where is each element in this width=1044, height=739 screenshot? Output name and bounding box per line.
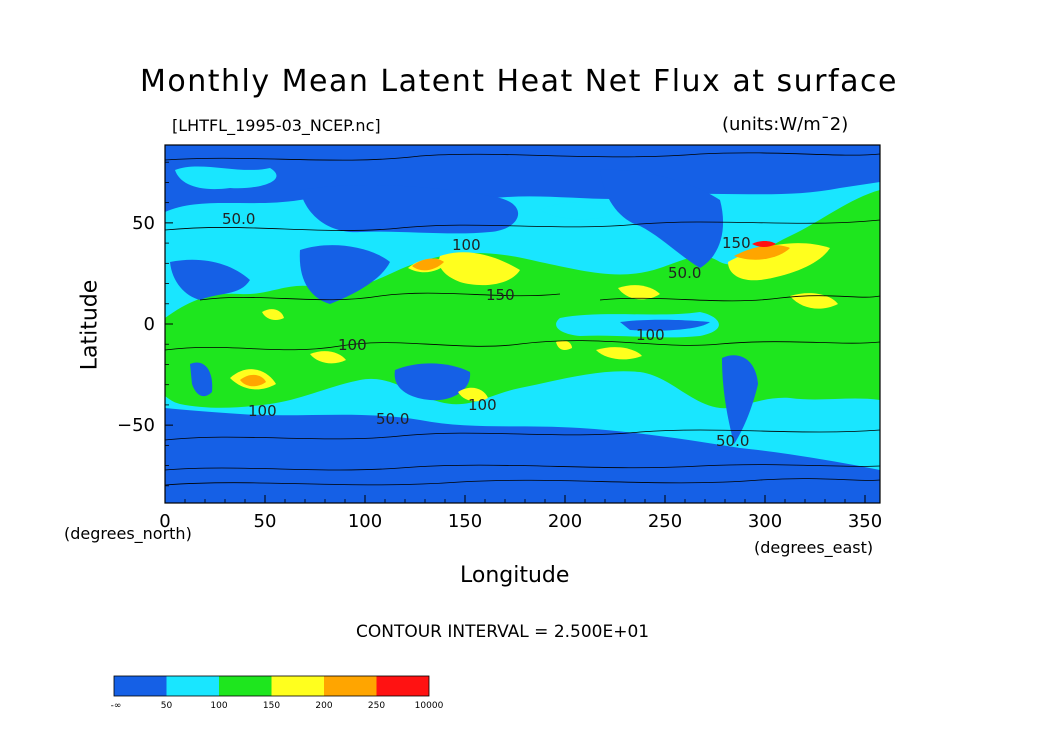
x-unit-label: (degrees_east) xyxy=(754,538,874,557)
field-peak-orange xyxy=(412,258,444,271)
field-max-yellow xyxy=(438,252,520,286)
field-max-yellow xyxy=(310,351,346,364)
x-tick-label: 250 xyxy=(648,511,682,532)
contour-labels: 50.0 100 150 100 100 150 100 100 50.0 50… xyxy=(222,210,751,450)
y-tick-label: 50 xyxy=(132,213,155,234)
field-land-africa xyxy=(170,259,250,300)
field-land-southamerica xyxy=(722,355,758,444)
colorbar: -∞ 50 100 150 200 250 10000 xyxy=(111,675,444,711)
file-label: [LHTFL_1995-03_NCEP.nc] xyxy=(172,116,381,135)
contour-label: 100 xyxy=(248,402,277,420)
units-label: (units:W/m¯2) xyxy=(722,114,849,135)
field-patch-cyan-north xyxy=(175,166,277,190)
field-peak-orange xyxy=(734,245,790,260)
x-tick-label: 100 xyxy=(348,511,382,532)
axis-ticks: 0 50 100 150 200 250 300 350 50 0 −50 xyxy=(117,161,882,532)
y-unit-label: (degrees_north) xyxy=(64,524,192,543)
x-axis-label: Longitude xyxy=(460,563,570,588)
contour-label: 100 xyxy=(468,396,497,414)
field-patch-cyan-north xyxy=(540,202,620,220)
field-land-eurasia xyxy=(300,184,519,234)
x-tick-label: 350 xyxy=(848,511,882,532)
heatmap-field xyxy=(165,145,880,503)
x-tick-label: 300 xyxy=(748,511,782,532)
field-max-yellow xyxy=(596,347,642,360)
colorbar-tick-label: 10000 xyxy=(415,701,444,711)
contour-label: 50.0 xyxy=(668,264,701,282)
field-land-namerica xyxy=(600,169,724,268)
contour-label: 50.0 xyxy=(716,432,749,450)
field-max-yellow xyxy=(556,340,572,350)
contour-label: 50.0 xyxy=(222,210,255,228)
y-tick-label: 0 xyxy=(144,314,155,335)
chart-title: Monthly Mean Latent Heat Net Flux at sur… xyxy=(140,64,898,99)
contour-label: 100 xyxy=(636,326,665,344)
x-tick-label: 50 xyxy=(254,511,277,532)
contour-label: 100 xyxy=(338,336,367,354)
field-peak-orange xyxy=(240,374,266,387)
contour-interval-label: CONTOUR INTERVAL = 2.500E+01 xyxy=(356,622,650,642)
field-max-yellow xyxy=(262,309,284,320)
x-tick-label: 150 xyxy=(448,511,482,532)
field-max-yellow xyxy=(618,285,660,300)
field-land-southafrica xyxy=(190,362,213,397)
contour-label: 150 xyxy=(722,234,751,252)
field-land-australia xyxy=(394,363,471,401)
colorbar-swatch xyxy=(324,676,377,696)
colorbar-swatch xyxy=(376,676,429,696)
colorbar-frame xyxy=(113,675,430,697)
x-tick-label: 200 xyxy=(548,511,582,532)
x-tick-label: 0 xyxy=(159,511,170,532)
colorbar-swatch xyxy=(271,676,324,696)
colorbar-tick-label: -∞ xyxy=(111,701,122,711)
colorbar-tick-label: 50 xyxy=(161,701,173,711)
colorbar-tick-label: 250 xyxy=(368,701,385,711)
colorbar-swatch xyxy=(166,676,219,696)
field-max-yellow xyxy=(790,293,838,309)
field-max-yellow xyxy=(458,387,488,402)
contour-label: 150 xyxy=(486,286,515,304)
contour-label: 100 xyxy=(452,236,481,254)
colorbar-tick-label: 100 xyxy=(210,701,227,711)
colorbar-swatch xyxy=(219,676,272,696)
colorbar-tick-label: 200 xyxy=(315,701,332,711)
colorbar-tick-label: 150 xyxy=(263,701,280,711)
y-tick-label: −50 xyxy=(117,415,155,436)
field-land-arabia xyxy=(299,245,390,304)
field-band-green xyxy=(165,190,880,409)
field-peak-red xyxy=(752,241,776,247)
colorbar-swatch xyxy=(114,676,167,696)
contour-label: 50.0 xyxy=(376,410,409,428)
field-tongue-blue xyxy=(620,319,710,331)
contour-lines xyxy=(165,152,880,486)
